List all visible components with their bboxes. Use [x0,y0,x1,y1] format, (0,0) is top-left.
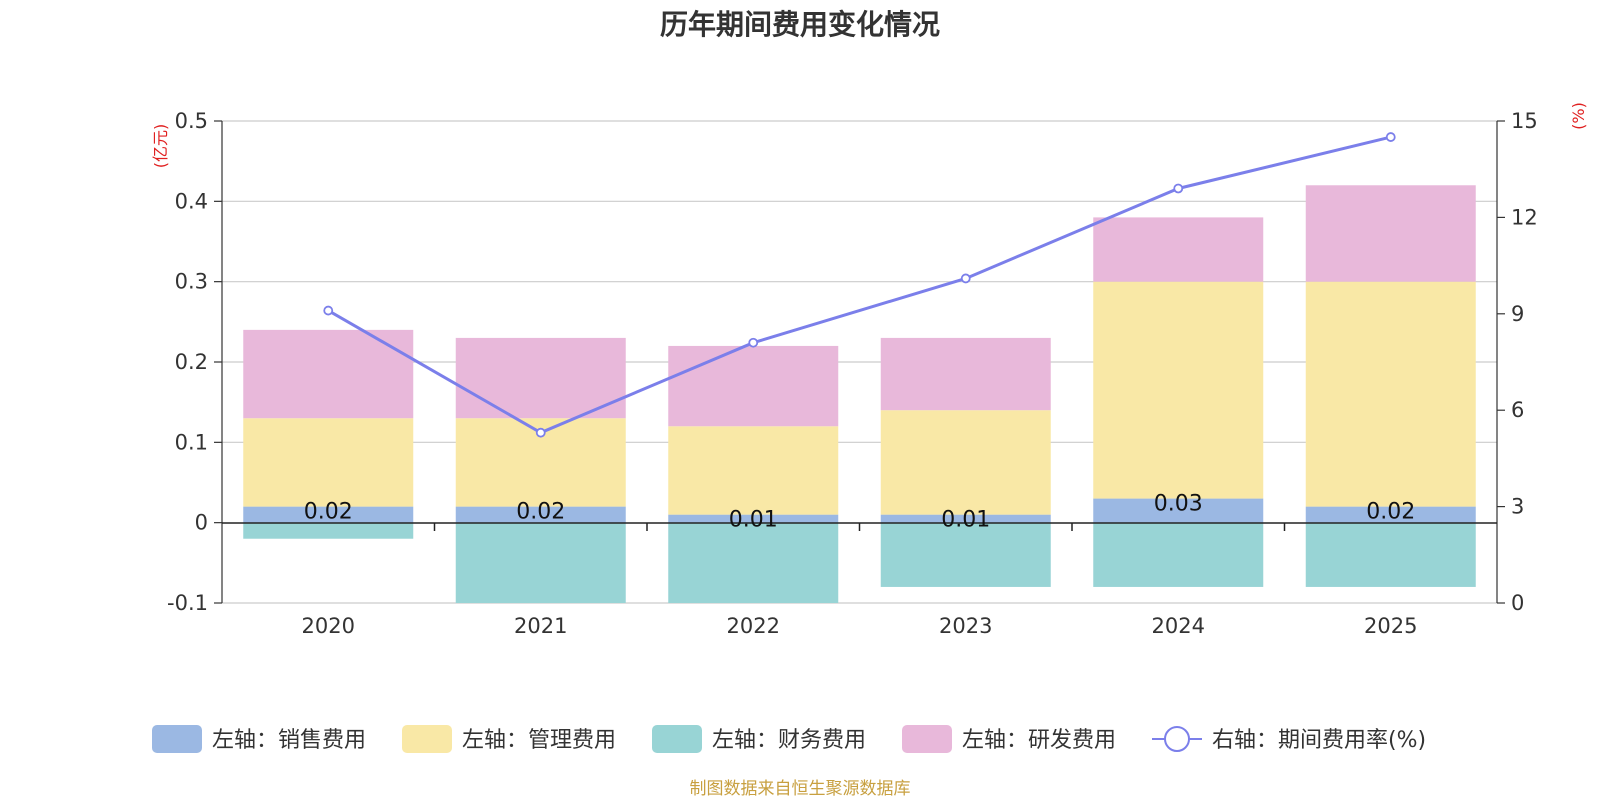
rate-point [748,337,759,348]
grid [222,120,1497,604]
legend-label: 左轴：财务费用 [712,728,866,753]
left-axis-unit: (亿元) [151,124,170,169]
rate-point [1385,132,1396,142]
right-axis-unit: (%) [1569,102,1588,130]
left-tick-label: 0.2 [175,350,208,374]
bar-segment [880,523,1051,587]
legend-label: 左轴：销售费用 [212,728,366,753]
x-tick-label: 2024 [1152,614,1205,638]
rate-point [535,427,546,438]
x-tick-label: 2025 [1364,614,1417,638]
legend-swatch [152,725,202,753]
bar-segment [1093,281,1264,499]
bar-value-label: 0.02 [304,500,353,525]
right-tick-label: 15 [1511,109,1538,133]
left-tick-label: 0 [195,511,208,535]
legend-marker [1164,726,1190,752]
left-tick-label: 0.4 [175,189,208,213]
chart-title: 历年期间费用变化情况 [660,8,940,41]
rate-point [323,305,334,316]
bar-segment [243,418,414,507]
legend: 左轴：销售费用 左轴：管理费用 左轴：财务费用 左轴：研发费用 右轴：期间费用率(%) [152,725,1426,753]
left-tick-label: 0.1 [175,430,208,454]
bar-labels: 0.02 0.02 0.01 0.01 0.03 0.02 [304,492,1415,533]
legend-label: 左轴：管理费用 [462,728,616,753]
legend-label: 右轴：期间费用率(%) [1212,728,1426,753]
rate-point [960,273,971,284]
bar-value-label: 0.01 [729,508,778,533]
bar-value-label: 0.01 [941,508,990,533]
bar-segment [243,506,414,523]
bar-segment [1305,523,1476,587]
bars [243,185,1476,603]
right-tick-label: 0 [1511,591,1524,615]
x-tick-label: 2023 [939,614,992,638]
bar-segment [1305,281,1476,507]
source-note: 制图数据来自恒生聚源数据库 [690,779,911,799]
legend-swatch [402,725,452,753]
bar-segment [668,523,839,603]
left-tick-label: 0.3 [175,270,208,294]
bar-segment [668,514,839,523]
x-tick-label: 2021 [514,614,567,638]
legend-label: 左轴：研发费用 [962,728,1116,753]
bar-segment [1305,506,1476,523]
left-tick-label: 0.5 [175,109,208,133]
rate-line [323,132,1396,438]
axes: -0.1 0 0.1 0.2 0.3 0.4 0.5 0 3 6 9 12 15 (亿元) (%) 2020 2… [151,102,1588,638]
bar-segment [880,410,1051,515]
right-tick-label: 6 [1511,398,1524,422]
x-tick-label: 2022 [727,614,780,638]
right-tick-label: 3 [1511,495,1524,519]
bar-segment [1093,523,1264,587]
bar-segment [880,514,1051,523]
bar-segment [455,337,626,419]
bar-value-label: 0.02 [516,500,565,525]
right-tick-label: 9 [1511,302,1524,326]
bar-segment [455,523,626,603]
rate-line-path [327,135,1392,435]
bar-value-label: 0.03 [1154,492,1203,517]
right-tick-label: 12 [1511,205,1538,229]
legend-swatch [652,725,702,753]
bar-segment [668,426,839,515]
bar-segment [1093,498,1264,523]
bar-segment [243,523,414,539]
left-tick-label: -0.1 [167,591,208,615]
bar-segment [1093,217,1264,282]
bar-segment [1305,185,1476,282]
bar-segment [668,345,839,427]
x-tick-label: 2020 [302,614,355,638]
bar-value-label: 0.02 [1366,500,1415,525]
bar-segment [880,337,1051,411]
bar-segment [455,506,626,523]
legend-swatch [902,725,952,753]
rate-point [1173,183,1184,194]
